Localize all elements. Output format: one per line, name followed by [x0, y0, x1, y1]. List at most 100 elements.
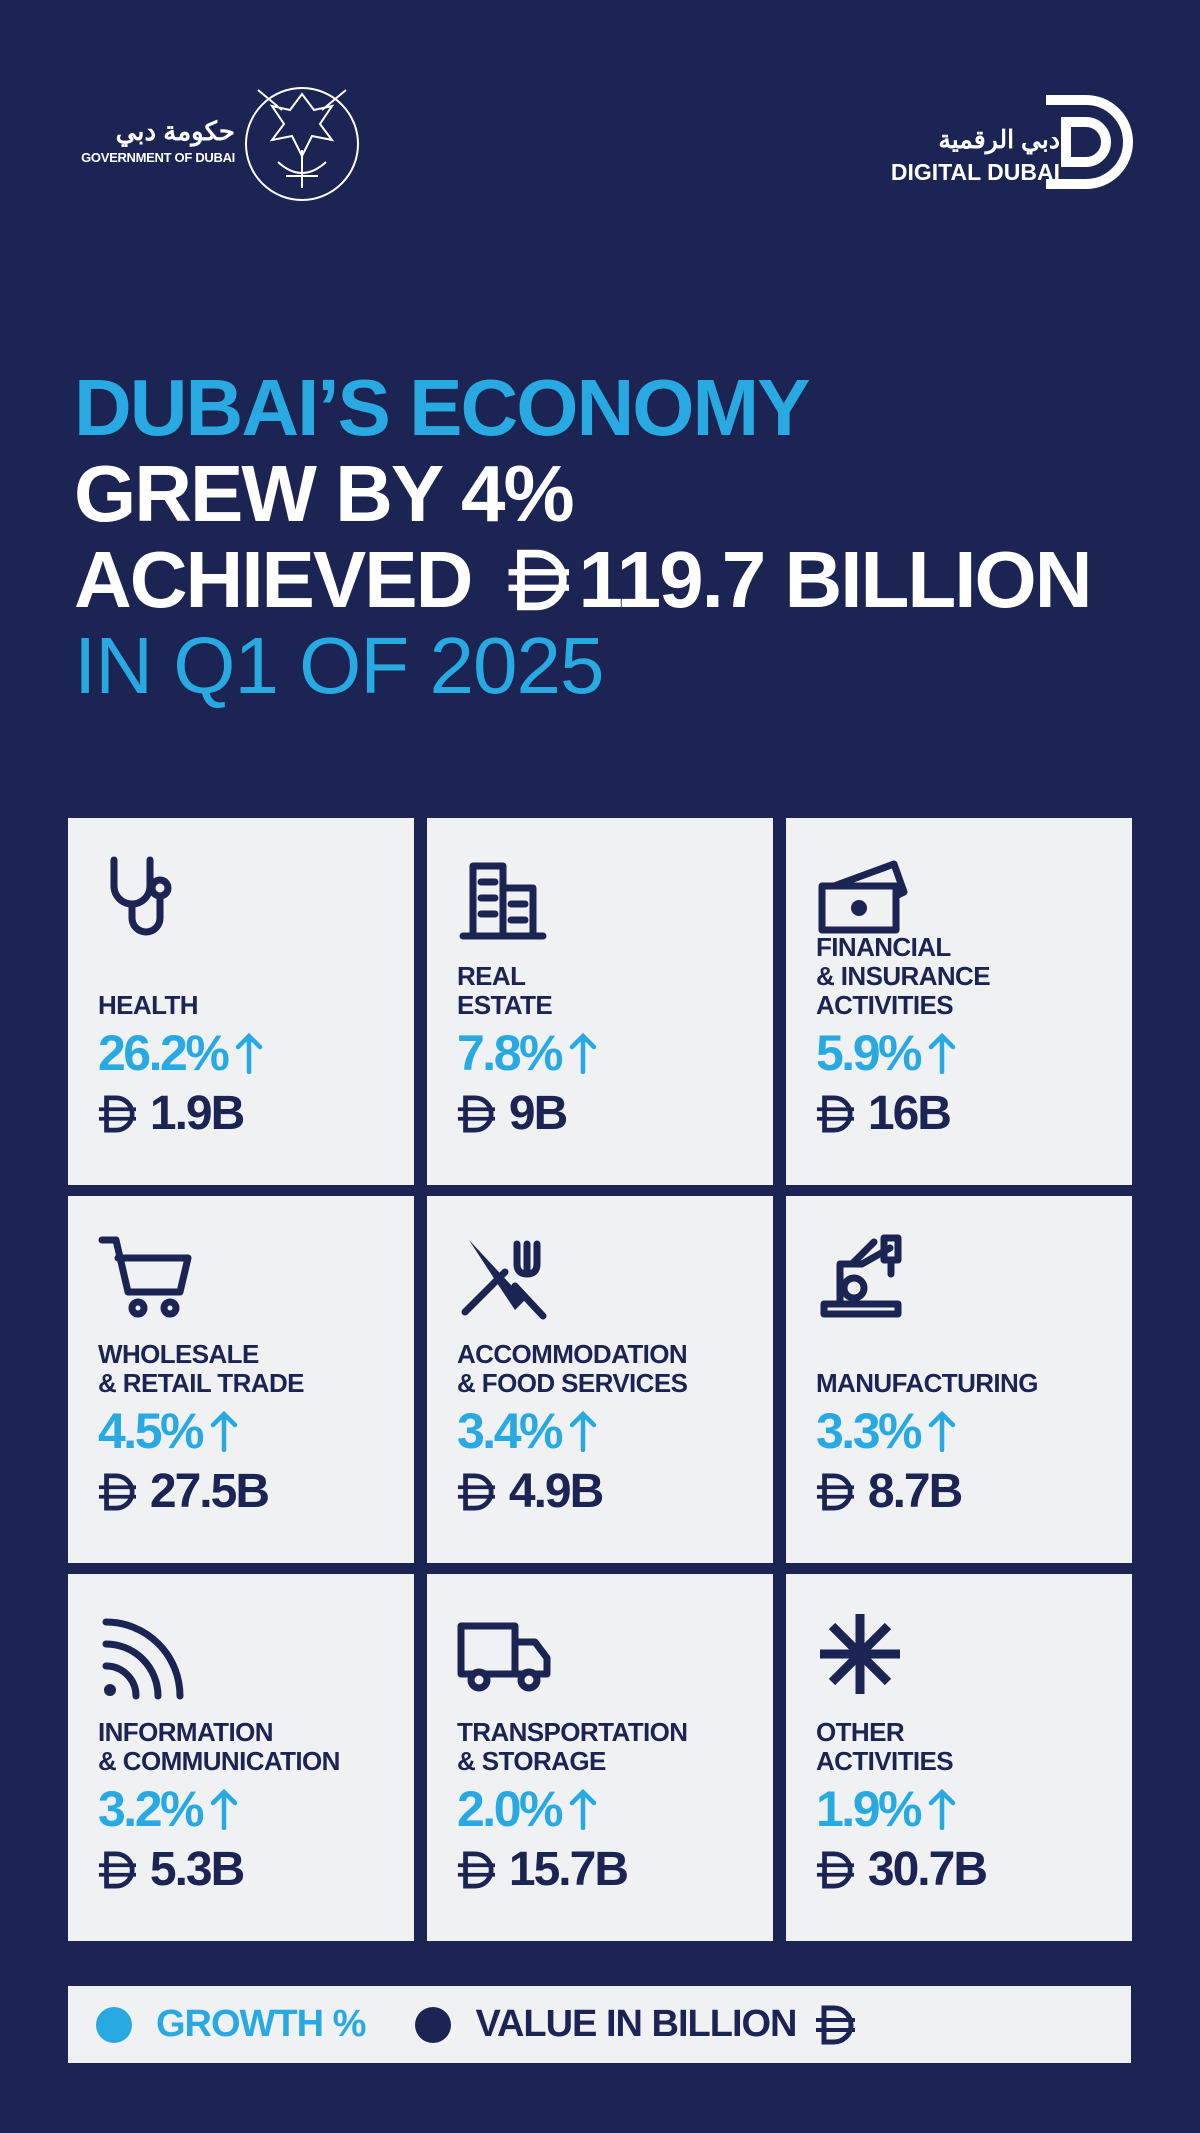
label-line: OTHER	[816, 1717, 905, 1747]
sector-value: 30.7B	[867, 1843, 988, 1896]
growth-value: 4.5%	[98, 1403, 204, 1459]
label-line: ACCOMMODATION	[457, 1339, 688, 1369]
value-row: 30.7B	[816, 1843, 988, 1896]
value-row: 1.9B	[98, 1090, 245, 1138]
growth-row: 3.4%	[457, 1406, 597, 1456]
sector-card: ACCOMMODATION & FOOD SERVICES 3.4% 4.9B	[427, 1196, 773, 1563]
dirham-icon	[816, 1095, 854, 1133]
label-line: FINANCIAL	[816, 932, 951, 962]
gov-arabic: حكومة دبي	[115, 116, 235, 146]
growth-value: 3.3%	[816, 1403, 922, 1459]
label-line: MANUFACTURING	[816, 1368, 1038, 1398]
growth-value: 2.0%	[457, 1781, 563, 1837]
sector-label: REAL ESTATE	[457, 936, 553, 1020]
sector-icon	[455, 1230, 551, 1326]
growth-value: 7.8%	[457, 1025, 563, 1081]
growth-row: 26.2%	[98, 1028, 263, 1078]
legend-growth: GROWTH %	[156, 2003, 366, 2045]
growth-row: 4.5%	[98, 1406, 238, 1456]
label-line: & RETAIL TRADE	[98, 1368, 304, 1398]
dirham-symbol	[457, 1851, 497, 1889]
growth-row: 2.0%	[457, 1784, 597, 1834]
dirham-icon	[98, 1851, 136, 1889]
icon-graphic	[820, 1614, 900, 1694]
label-line: & FOOD SERVICES	[457, 1368, 688, 1398]
legend-value-dot	[415, 2006, 452, 2043]
icon-graphic	[461, 1240, 547, 1320]
value-row: 4.9B	[457, 1465, 604, 1518]
sector-label: INFORMATION & COMMUNICATION	[98, 1692, 340, 1776]
growth-value: 26.2%	[98, 1025, 230, 1081]
growth-value: 3.2%	[98, 1781, 204, 1837]
sector-icon	[96, 1230, 192, 1326]
sector-label: FINANCIAL & INSURANCE ACTIVITIES	[816, 932, 991, 1020]
value-row: 5.3B	[98, 1843, 245, 1896]
label-line: TRANSPORTATION	[457, 1717, 688, 1747]
sector-value: 5.3B	[149, 1843, 245, 1896]
sector-icon	[455, 1608, 551, 1704]
label-line: REAL	[457, 961, 526, 991]
sector-label: TRANSPORTATION & STORAGE	[457, 1692, 688, 1776]
sector-card: TRANSPORTATION & STORAGE 2.0% 15.7B	[427, 1574, 773, 1941]
sector-label: WHOLESALE & RETAIL TRADE	[98, 1314, 304, 1398]
headline-3-amount: 119.7 BILLION	[578, 535, 1093, 624]
dirham-symbol	[816, 1473, 856, 1511]
sector-value: 9B	[508, 1087, 568, 1140]
headline-3-prefix: ACHIEVED	[74, 535, 473, 624]
dirham-icon	[508, 549, 570, 611]
growth-value: 1.9%	[816, 1781, 922, 1837]
legend-value: VALUE IN BILLION	[475, 2003, 797, 2045]
sector-icon	[96, 1608, 192, 1704]
label-line: & INSURANCE	[816, 961, 991, 991]
dirham-symbol	[816, 1095, 856, 1133]
sector-value: 8.7B	[867, 1465, 963, 1518]
gov-logo-text: حكومة دبي GOVERNMENT OF DUBAI	[60, 118, 235, 165]
dirham-icon	[457, 1095, 495, 1133]
sector-value: 4.9B	[508, 1465, 604, 1518]
dirham-icon	[457, 1473, 495, 1511]
digital-english: DIGITAL DUBAI	[890, 159, 1060, 185]
dirham-icon	[816, 1851, 854, 1889]
up-arrow	[210, 1410, 238, 1452]
up-arrow	[210, 1788, 238, 1830]
sector-card: OTHER ACTIVITIES 1.9% 30.7B	[786, 1574, 1132, 1941]
legend: GROWTH % VALUE IN BILLION	[68, 1986, 1131, 2063]
dirham-icon	[457, 1851, 495, 1889]
label-line: ACTIVITIES	[816, 1746, 954, 1776]
dirham-symbol	[815, 2005, 857, 2045]
up-arrow	[569, 1032, 597, 1074]
dirham-symbol	[98, 1851, 138, 1889]
dirham-symbol	[457, 1473, 497, 1511]
digital-emblem	[1046, 95, 1133, 189]
value-row: 27.5B	[98, 1465, 270, 1518]
sector-card: HEALTH 26.2% 1.9B	[68, 818, 414, 1185]
sector-label: ACCOMMODATION & FOOD SERVICES	[457, 1314, 688, 1398]
sector-value: 16B	[867, 1087, 952, 1140]
sector-card: INFORMATION & COMMUNICATION 3.2% 5.3B	[68, 1574, 414, 1941]
dirham-icon	[816, 1473, 854, 1511]
up-arrow	[236, 1032, 263, 1074]
dirham-icon	[98, 1095, 136, 1133]
headline-3: ACHIEVED 119.7 BILLION	[74, 535, 1093, 624]
growth-row: 1.9%	[816, 1784, 956, 1834]
headline-1: DUBAI’S ECONOMY	[74, 363, 810, 452]
icon-graphic	[459, 862, 547, 940]
value-row: 16B	[816, 1087, 952, 1140]
label-line: & COMMUNICATION	[98, 1746, 340, 1776]
gov-emblem	[245, 87, 359, 201]
digital-arabic: دبي الرقمية	[938, 126, 1060, 154]
dirham-symbol	[98, 1095, 138, 1133]
value-row: 15.7B	[457, 1843, 629, 1896]
growth-value: 5.9%	[816, 1025, 922, 1081]
icon-graphic	[110, 856, 172, 936]
sector-value: 27.5B	[149, 1465, 270, 1518]
sector-value: 15.7B	[508, 1843, 629, 1896]
gov-english: GOVERNMENT OF DUBAI	[81, 150, 235, 165]
growth-row: 7.8%	[457, 1028, 597, 1078]
headline-4: IN Q1 OF 2025	[74, 621, 604, 710]
sector-card: REAL ESTATE 7.8% 9B	[427, 818, 773, 1185]
dirham-icon	[98, 1473, 136, 1511]
label-line: WHOLESALE	[98, 1339, 259, 1369]
label-line: ESTATE	[457, 990, 553, 1020]
